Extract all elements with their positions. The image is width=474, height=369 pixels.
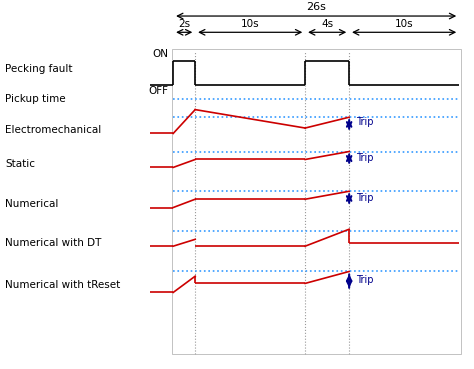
Text: Pecking fault: Pecking fault: [5, 64, 73, 74]
Text: Trip: Trip: [356, 275, 374, 285]
Text: Pickup time: Pickup time: [5, 94, 66, 104]
Bar: [172, 49, 461, 354]
Text: ON: ON: [153, 49, 168, 59]
Text: Numerical: Numerical: [5, 199, 59, 209]
Text: 2s: 2s: [178, 19, 190, 29]
Text: OFF: OFF: [148, 86, 168, 96]
Text: Static: Static: [5, 159, 36, 169]
Text: Trip: Trip: [356, 117, 374, 127]
Text: 10s: 10s: [241, 19, 259, 29]
Text: Numerical with DT: Numerical with DT: [5, 238, 102, 248]
Text: Electromechanical: Electromechanical: [5, 125, 101, 135]
Text: 26s: 26s: [306, 2, 326, 12]
Text: Trip: Trip: [356, 193, 374, 203]
Text: 10s: 10s: [395, 19, 413, 29]
Text: Numerical with tReset: Numerical with tReset: [5, 280, 121, 290]
Text: 4s: 4s: [321, 19, 333, 29]
Text: Trip: Trip: [356, 153, 374, 163]
